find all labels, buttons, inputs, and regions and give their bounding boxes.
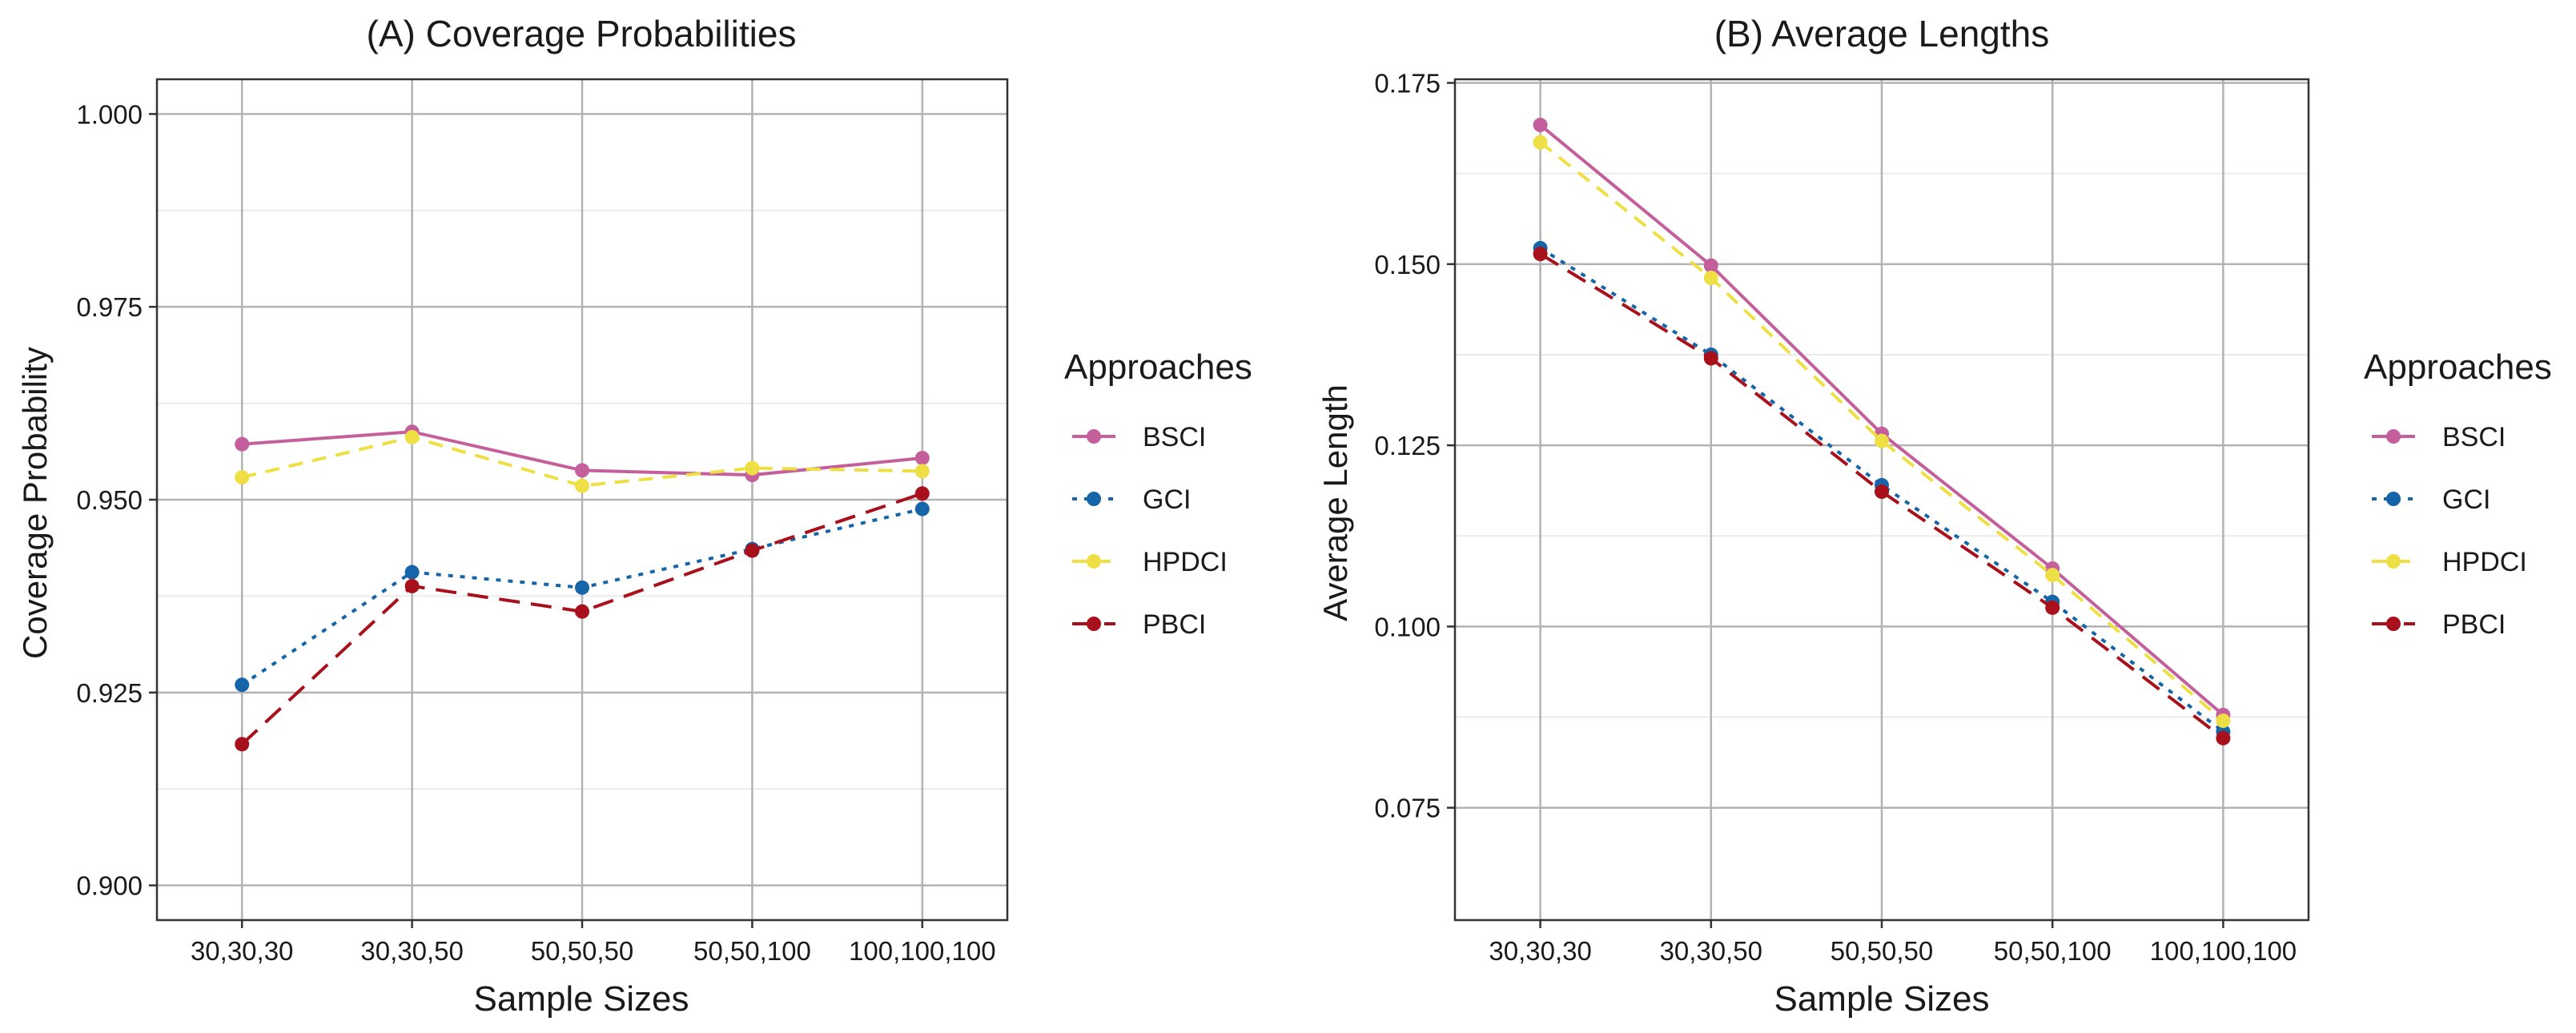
y-tick-label: 0.975 xyxy=(76,292,143,322)
y-tick-label: 0.100 xyxy=(1374,612,1441,641)
data-point xyxy=(404,429,420,444)
data-point xyxy=(914,450,930,465)
data-point xyxy=(914,501,930,516)
y-tick-label: 0.900 xyxy=(76,871,143,901)
data-point xyxy=(235,470,250,485)
x-tick-label: 100,100,100 xyxy=(2150,936,2297,966)
chart-title: (B) Average Lengths xyxy=(1714,13,2050,54)
legend-key-point xyxy=(1087,492,1101,506)
series-line xyxy=(241,435,922,488)
data-point xyxy=(2045,600,2060,615)
x-tick-label: 30,30,30 xyxy=(191,936,293,966)
data-point xyxy=(1875,433,1889,448)
legend-label: GCI xyxy=(2442,484,2490,515)
plot-area: 0.075 0.100 0.125 0.150 0.175 30,30,30 30,30,5… xyxy=(1374,69,2310,966)
legend-label: PBCI xyxy=(2442,609,2506,640)
y-tick-label: 0.175 xyxy=(1374,69,1441,98)
data-point xyxy=(235,737,250,752)
y-tick-label: 1.000 xyxy=(76,99,143,129)
series-pbci xyxy=(235,486,930,752)
x-axis-label: Sample Sizes xyxy=(1774,979,1989,1019)
data-point xyxy=(914,486,930,501)
y-tick-label: 0.150 xyxy=(1374,250,1441,279)
legend-label: BSCI xyxy=(2442,422,2506,452)
series-hpdci xyxy=(1533,135,2231,729)
y-axis-label: Coverage Probability xyxy=(16,347,54,659)
series-line xyxy=(1539,141,2224,722)
y-tick-label: 0.125 xyxy=(1374,431,1441,460)
data-point xyxy=(1703,271,1718,286)
legend-title: Approaches xyxy=(2364,348,2552,387)
average-lengths-panel: (B) Average Lengths Average Length Sampl… xyxy=(1316,13,2552,1019)
panel-border xyxy=(1453,78,2310,922)
legend: Approaches BSCI GCI HPDCI PBCI xyxy=(1064,348,1252,640)
legend-label: HPDCI xyxy=(2442,547,2527,577)
plot-area: 0.900 0.925 0.950 0.975 1.000 30,30,30 30,30,5… xyxy=(76,78,1009,966)
x-tick-label: 30,30,30 xyxy=(1489,936,1591,966)
data-point xyxy=(1533,118,1548,133)
data-point xyxy=(1703,351,1718,366)
data-point xyxy=(575,463,589,478)
data-point xyxy=(2216,730,2231,746)
legend-label: PBCI xyxy=(1143,609,1206,640)
data-point xyxy=(2045,568,2060,583)
data-point xyxy=(745,460,760,476)
x-tick-label: 50,50,50 xyxy=(531,936,633,966)
coverage-probabilities-panel: (A) Coverage Probabilities Coverage Prob… xyxy=(16,13,1252,1019)
series-hpdci xyxy=(235,429,930,493)
y-axis-label: Average Length xyxy=(1316,384,1354,621)
panel-border xyxy=(155,78,1009,922)
legend-key-point xyxy=(2386,492,2401,506)
x-tick-label: 100,100,100 xyxy=(849,936,996,966)
y-tick-label: 0.925 xyxy=(76,678,143,708)
legend-title: Approaches xyxy=(1064,348,1252,387)
x-tick-label: 50,50,50 xyxy=(1831,936,1933,966)
data-point xyxy=(235,677,250,693)
data-point xyxy=(1533,247,1548,262)
data-point xyxy=(745,543,760,558)
data-point xyxy=(914,464,930,479)
data-point xyxy=(235,436,250,452)
data-point xyxy=(404,565,420,580)
legend-key-point xyxy=(2386,617,2401,631)
legend-label: BSCI xyxy=(1143,422,1206,452)
legend-key-point xyxy=(2386,429,2401,444)
y-tick-label: 0.950 xyxy=(76,485,143,515)
data-point xyxy=(575,478,589,493)
data-point xyxy=(1533,135,1548,150)
x-tick-label: 50,50,100 xyxy=(1994,936,2112,966)
legend-key-point xyxy=(1087,617,1101,631)
x-tick-label: 30,30,50 xyxy=(1660,936,1762,966)
series-line xyxy=(1539,247,2224,734)
data-point xyxy=(575,580,589,595)
legend-label: GCI xyxy=(1143,484,1191,515)
chart-title: (A) Coverage Probabilities xyxy=(367,13,797,54)
y-tick-label: 0.075 xyxy=(1374,794,1441,823)
data-point xyxy=(404,578,420,593)
series-pbci xyxy=(1533,247,2231,746)
data-point xyxy=(2216,713,2231,729)
x-tick-label: 30,30,50 xyxy=(360,936,463,966)
x-axis-label: Sample Sizes xyxy=(473,979,689,1019)
legend-key-point xyxy=(1087,554,1101,569)
data-point xyxy=(575,604,589,619)
legend-key-point xyxy=(1087,429,1101,444)
data-point xyxy=(1875,484,1889,500)
legend: Approaches BSCI GCI HPDCI PBCI xyxy=(2364,348,2552,640)
data-point xyxy=(1703,258,1718,273)
legend-label: HPDCI xyxy=(1143,547,1228,577)
x-tick-label: 50,50,100 xyxy=(693,936,811,966)
legend-key-point xyxy=(2386,554,2401,569)
